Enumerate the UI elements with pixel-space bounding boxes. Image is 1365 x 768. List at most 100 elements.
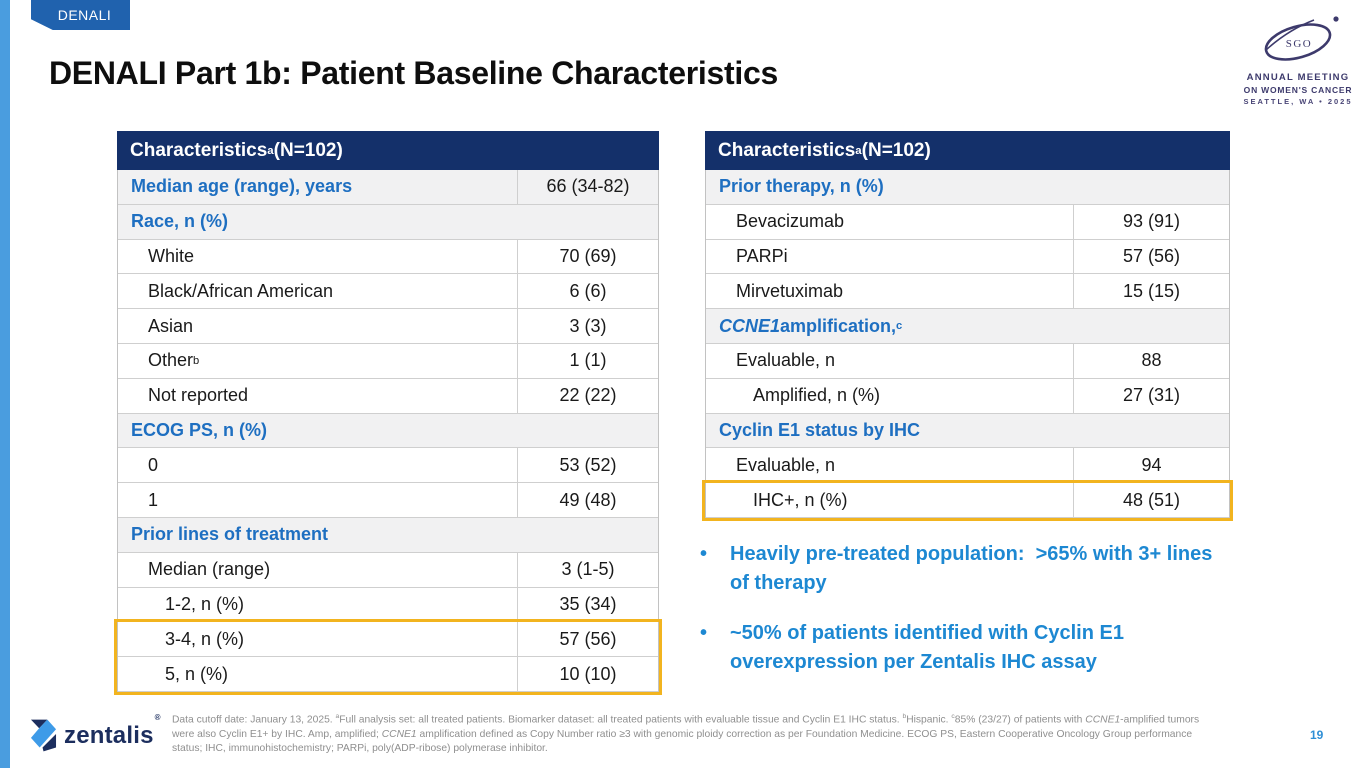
row-value: 3 (1-5) <box>517 552 658 587</box>
table-row: Not reported 22 (22) <box>118 378 658 414</box>
table-body: Prior therapy, n (%) Bevacizumab 93 (91) PA… <box>702 170 1233 521</box>
row-label: White <box>148 245 195 266</box>
row-label: Mirvetuximab <box>736 280 844 301</box>
registered-mark: ® <box>154 712 161 722</box>
table-row: Cyclin E1 status by IHC <box>706 413 1229 449</box>
takeaway-item: • Heavily pre-treated population: >65% wi… <box>700 540 1215 598</box>
table-row: PARPi 57 (56) <box>706 239 1229 275</box>
row-value: 48 (51) <box>1073 483 1229 517</box>
page-number: 19 <box>1310 728 1324 742</box>
sgo-acronym: SGO <box>1286 38 1313 50</box>
table-row: Race, n (%) <box>118 204 658 240</box>
row-label: Cyclin E1 status by IHC <box>719 419 921 440</box>
table-row: Other b 1 (1) <box>118 343 658 379</box>
takeaway-item: • ~50% of patients identified with Cyclin… <box>700 619 1215 677</box>
table-row: ECOG PS, n (%) <box>118 413 658 449</box>
row-value: 22 (22) <box>517 378 658 413</box>
baseline-characteristics-table-right: Characteristics a (N=102) Prior therapy, … <box>702 131 1233 521</box>
table-row: Prior therapy, n (%) <box>706 170 1229 205</box>
row-label: 3-4, n (%) <box>165 628 245 649</box>
zentalis-logo: zentalis® <box>30 712 161 752</box>
row-label: ECOG PS, n (%) <box>131 419 268 440</box>
takeaway-text: ~50% of patients identified with Cyclin … <box>730 622 1130 673</box>
table-row: Mirvetuximab 15 (15) <box>706 274 1229 310</box>
page-title: DENALI Part 1b: Patient Baseline Charact… <box>49 55 778 91</box>
row-label: Amplified, n (%) <box>753 385 881 406</box>
sgo-logo: SGO ANNUAL MEETING ON WOMEN'S CANCER SEA… <box>1243 12 1353 106</box>
table-row: 1 49 (48) <box>118 483 658 518</box>
program-tab-label: DENALI <box>57 7 112 23</box>
row-label: CCNE1 amplification, c <box>719 315 903 336</box>
bullet-icon: • <box>700 622 708 644</box>
key-takeaways-list: • Heavily pre-treated population: >65% wi… <box>700 540 1215 698</box>
table-row: 1-2, n (%) 35 (34) <box>118 587 658 623</box>
row-value: 1 (1) <box>517 343 658 378</box>
table-row: 5, n (%) 10 (10) <box>118 657 658 692</box>
baseline-characteristics-table-left: Characteristics a (N=102) Median age (ran… <box>114 131 662 695</box>
program-tab: DENALI <box>31 0 130 30</box>
row-label: Evaluable, n <box>736 350 836 371</box>
table-row: 3-4, n (%) 57 (56) <box>118 622 658 658</box>
row-label: Prior lines of treatment <box>131 524 329 545</box>
row-value: 35 (34) <box>517 587 658 622</box>
table-row: 0 53 (52) <box>118 448 658 484</box>
row-label: Prior therapy, n (%) <box>719 176 884 197</box>
row-value: 70 (69) <box>517 239 658 274</box>
row-label: 1 <box>148 489 159 510</box>
row-label: Black/African American <box>148 280 334 301</box>
zentalis-mark-icon <box>30 719 57 752</box>
row-label: Other b <box>148 350 200 371</box>
sgo-line-1: ANNUAL MEETING <box>1246 72 1350 83</box>
row-value: 15 (15) <box>1073 274 1229 309</box>
row-value: 66 (34-82) <box>517 170 658 204</box>
table-row: Evaluable, n 88 <box>706 343 1229 379</box>
footnote: Data cutoff date: January 13, 2025. aFul… <box>172 712 1290 756</box>
row-label: Evaluable, n <box>736 454 836 475</box>
row-label: Median age (range), years <box>131 176 353 197</box>
row-value: 88 <box>1073 343 1229 378</box>
row-value: 93 (91) <box>1073 204 1229 239</box>
table-body: Median age (range), years 66 (34-82) Race,… <box>114 170 662 695</box>
sgo-line-3: SEATTLE, WA • 2025 <box>1243 97 1353 106</box>
row-label: Race, n (%) <box>131 211 229 232</box>
row-value: 27 (31) <box>1073 378 1229 413</box>
table-row: Black/African American 6 (6) <box>118 274 658 310</box>
zentalis-wordmark: zentalis® <box>64 712 161 749</box>
table-row: Median age (range), years 66 (34-82) <box>118 170 658 205</box>
row-label: 1-2, n (%) <box>165 593 245 614</box>
row-value: 53 (52) <box>517 448 658 483</box>
row-label: IHC+, n (%) <box>753 489 848 510</box>
row-label: Bevacizumab <box>736 211 845 232</box>
footnote-line: status; IHC, immunohistochemistry; PARPi… <box>172 742 548 754</box>
table-header: Characteristics a (N=102) <box>705 131 1230 170</box>
sgo-orbit-icon: SGO <box>1264 16 1339 61</box>
table-row: Amplified, n (%) 27 (31) <box>706 378 1229 414</box>
table-row: Asian 3 (3) <box>118 309 658 344</box>
footnote-line: were also Cyclin E1+ by IHC. Amp, amplif… <box>172 728 1193 740</box>
sgo-line-2: ON WOMEN'S CANCER <box>1243 85 1353 95</box>
row-value: 94 <box>1073 448 1229 483</box>
table-row: CCNE1 amplification, c <box>706 309 1229 344</box>
row-label: Not reported <box>148 385 249 406</box>
row-value: 57 (56) <box>517 622 658 657</box>
table-row: IHC+, n (%) 48 (51) <box>706 483 1229 518</box>
row-label: 5, n (%) <box>165 663 229 684</box>
row-label: Asian <box>148 315 194 336</box>
row-label: PARPi <box>736 245 788 266</box>
bullet-icon: • <box>700 543 708 565</box>
table-row: Prior lines of treatment <box>118 517 658 553</box>
takeaway-text: Heavily pre-treated population: >65% wit… <box>730 543 1218 594</box>
row-value: 57 (56) <box>1073 239 1229 274</box>
row-label: Median (range) <box>148 559 271 580</box>
row-label: 0 <box>148 454 159 475</box>
row-value: 49 (48) <box>517 483 658 517</box>
footnote-line: Data cutoff date: January 13, 2025. aFul… <box>172 713 1200 726</box>
row-value: 3 (3) <box>517 309 658 343</box>
table-row: Bevacizumab 93 (91) <box>706 204 1229 240</box>
table-header: Characteristics a (N=102) <box>117 131 659 170</box>
table-row: Median (range) 3 (1-5) <box>118 552 658 588</box>
row-value: 10 (10) <box>517 657 658 691</box>
table-row: White 70 (69) <box>118 239 658 275</box>
table-row: Evaluable, n 94 <box>706 448 1229 484</box>
left-accent-strip <box>0 0 10 768</box>
